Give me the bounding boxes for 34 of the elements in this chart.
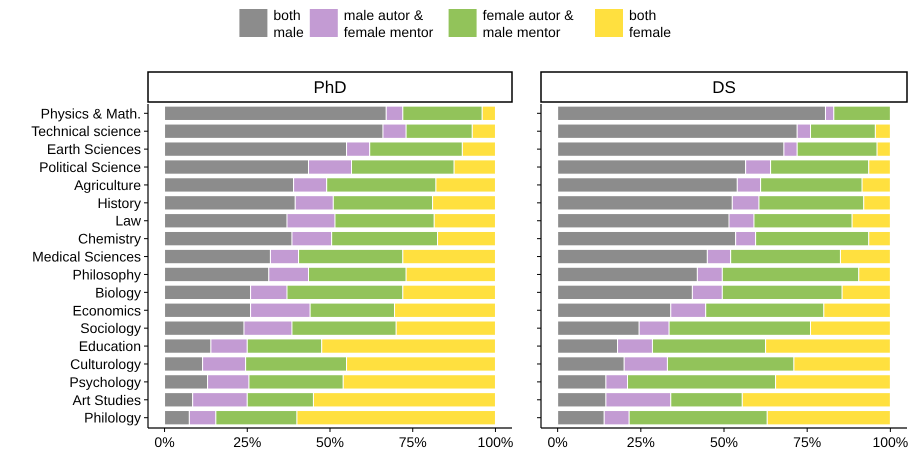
legend-label: male autor & female mentor	[344, 7, 434, 40]
y-tick-label: Culturology	[70, 356, 141, 372]
y-tick-label: Philosophy	[72, 266, 141, 282]
legend-label: both male	[273, 7, 304, 40]
y-tick-label: Agriculture	[74, 176, 142, 193]
y-tick-label: Economics	[72, 302, 141, 318]
y-tick-label: Medical Sciences	[32, 248, 141, 265]
legend-label: both female	[629, 7, 672, 40]
y-tick-label: History	[97, 194, 141, 211]
y-tick-label: Physics & Math.	[40, 105, 141, 122]
x-tick-label: 75%	[398, 434, 427, 450]
chart-title: PhD	[313, 78, 347, 97]
x-tick-label: 50%	[316, 434, 344, 450]
y-tick-label: Sociology	[80, 320, 141, 336]
x-tick-label: 0%	[548, 434, 568, 450]
y-tick-label: Psychology	[69, 374, 141, 390]
x-tick-label: 100%	[478, 434, 514, 450]
chart-title: DS	[712, 78, 736, 97]
y-tick-label: Chemistry	[78, 230, 141, 247]
y-tick-label: Law	[115, 212, 142, 229]
legend-label: female autor & male mentor	[482, 7, 574, 40]
x-tick-label: 25%	[626, 434, 655, 450]
y-tick-label: Political Science	[39, 159, 142, 176]
y-tick-label: Philology	[84, 410, 141, 426]
y-tick-label: Education	[78, 338, 141, 354]
y-tick-label: Earth Sciences	[46, 141, 141, 158]
x-tick-label: 25%	[233, 434, 262, 450]
y-tick-label: Art Studies	[72, 392, 141, 408]
x-tick-label: 100%	[872, 434, 908, 450]
x-tick-label: 75%	[793, 434, 822, 450]
y-tick-label: Technical science	[31, 123, 142, 140]
y-tick-label: Biology	[95, 284, 141, 300]
x-tick-label: 50%	[710, 434, 738, 450]
x-tick-label: 0%	[154, 434, 175, 450]
